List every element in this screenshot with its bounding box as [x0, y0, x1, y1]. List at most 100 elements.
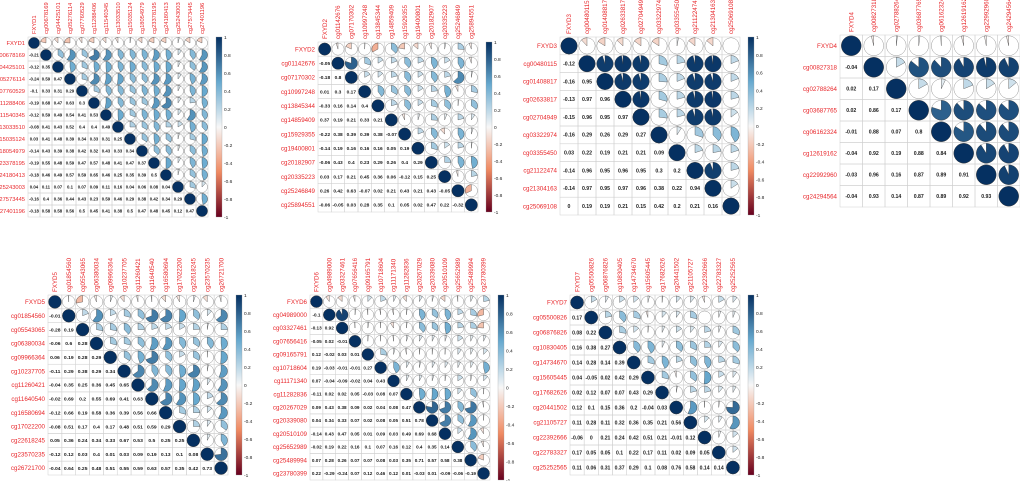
colorbar-tick-p1-9: -0.8 [224, 197, 233, 203]
pie-p1-4-5 [93, 85, 100, 93]
matrix-grid-p6: FXYD6 FXYD6 cg04989000 cg04989000 -0.1 cg0332… [273, 257, 515, 481]
pie-p7-2-7 [676, 325, 682, 333]
coef-p1-7-6: 0.49 [102, 125, 111, 130]
pie-p1-3-4 [81, 73, 88, 81]
pie-p3-2-7 [686, 73, 704, 90]
coef-p7-4-1: 0.28 [586, 360, 596, 366]
pie-p1-10-14 [201, 157, 208, 169]
coef-p6-9-4: 0.02 [363, 418, 372, 423]
col-label-p4-3: cg03687765 [916, 0, 923, 32]
coef-p1-14-12: 0.12 [174, 209, 183, 214]
coef-p7-7-2: 0.15 [600, 405, 610, 411]
coef-p7-4-2: 0.14 [600, 360, 610, 366]
coef-p3-8-5: 0.38 [654, 186, 664, 192]
pie-p1-3-8 [129, 73, 136, 84]
pie-p7-5-6 [661, 370, 669, 380]
col-label-p6-1: cg04989000 [326, 257, 333, 292]
pie-p1-1-10 [152, 49, 160, 61]
coef-p1-10-1: 0.55 [42, 161, 51, 166]
row-label-p3-5: cg03322974 [523, 132, 558, 139]
colorbar-tick-p5-10: -1 [244, 473, 249, 479]
pie-p3-2-4 [632, 73, 650, 90]
pie-p4-6-7 [998, 164, 1019, 185]
pie-p6-9-9 [426, 414, 439, 427]
col-label-p7-4: cg14734670 [631, 257, 638, 292]
row-label-p4-1: cg00827318 [803, 64, 838, 71]
pie-p6-8-9 [426, 401, 439, 414]
pie-p2-7-10 [457, 141, 465, 149]
pie-p1-5-9 [141, 97, 148, 106]
coef-p3-5-3: 0.29 [618, 133, 628, 139]
row-label-p7-7: cg20441502 [533, 405, 568, 412]
pie-p7-3-10 [718, 340, 723, 349]
coef-p3-6-5: 0.09 [654, 151, 664, 157]
coef-p2-5-4: 0.21 [373, 118, 383, 124]
colorbar-tick-p3-3: 0.4 [756, 88, 763, 94]
pie-p1-3-10 [150, 73, 160, 85]
coef-p6-5-3: -0.01 [350, 365, 361, 370]
pie-p6-12-12 [464, 454, 477, 467]
pie-p2-1-8 [431, 56, 438, 70]
pie-p5-3-7 [149, 336, 159, 351]
coef-p4-6-2: 0.16 [891, 173, 901, 179]
colorbar-tick-p3-4: 0.2 [756, 106, 763, 112]
pie-p1-3-12 [177, 73, 182, 80]
coef-p1-6-1: 0.59 [42, 113, 51, 118]
coef-p1-12-7: 0.16 [114, 185, 123, 190]
colorbar-tick-p6-0: 1 [506, 293, 509, 299]
pie-p1-5-10 [151, 97, 160, 109]
coef-p4-7-6: 0.93 [981, 194, 991, 200]
coef-p4-5-1: 0.92 [869, 151, 879, 157]
coef-p5-10-5: 0.67 [119, 438, 129, 444]
pie-p7-1-7 [676, 310, 681, 319]
coef-p1-14-0: -0.18 [29, 209, 39, 214]
row-label-p2-11: cg25894551 [281, 202, 316, 209]
cell-p5-12-12 [213, 460, 229, 476]
coef-p1-2-0: -0.12 [29, 65, 39, 70]
coef-p2-6-1: 0.38 [333, 132, 343, 138]
pie-p5-6-10 [191, 378, 200, 392]
row-label-p5-0: FXYD5 [25, 299, 46, 306]
coef-p6-9-7: 0.51 [402, 418, 411, 423]
coef-p5-12-0: -0.04 [49, 466, 61, 472]
coef-p2-11-6: 0.05 [400, 203, 410, 209]
pie-p7-1-3 [619, 310, 627, 323]
coef-p2-9-8: 0.25 [427, 174, 437, 180]
pie-p1-8-12 [177, 133, 180, 140]
coef-p3-6-2: 0.19 [600, 151, 610, 157]
pie-p1-7-9 [141, 121, 148, 130]
pie-p7-2-10 [718, 325, 721, 333]
pie-p1-3-9 [141, 73, 148, 84]
pie-p2-5-7 [417, 113, 421, 120]
pie-p1-7-7 [112, 121, 124, 133]
pie-p7-4-6 [661, 355, 669, 369]
pie-p3-3-6 [676, 90, 686, 100]
coef-p6-10-3: 0.05 [350, 431, 359, 436]
coef-p6-13-4: 0.12 [363, 471, 372, 476]
coef-p7-10-3: 0.1 [616, 450, 623, 456]
corr-panel-fxyd7: FXYD7 FXYD7 cg05500826 cg05500826 0.17 cg0687… [510, 245, 765, 481]
coef-p2-9-0: 0.03 [320, 174, 330, 180]
coef-p1-12-3: 0.1 [67, 185, 74, 190]
pie-p2-0-0 [318, 42, 332, 56]
pie-p1-0-0 [28, 37, 40, 49]
row-label-p4-4: cg06162324 [803, 129, 838, 136]
coef-p1-14-1: 0.58 [42, 209, 51, 214]
pie-p2-3-9 [444, 85, 451, 98]
coef-p1-6-0: -0.12 [29, 113, 39, 118]
pie-p5-3-10 [193, 336, 200, 348]
coef-p2-8-3: 0.23 [360, 160, 370, 166]
coef-p6-13-12: -0.19 [465, 471, 476, 476]
pie-p5-5-5 [117, 364, 131, 378]
pie-p3-8-9 [730, 179, 739, 189]
coef-p1-14-6: 0.41 [102, 209, 111, 214]
coef-p5-6-5: 0.65 [119, 383, 129, 389]
colorbar-tick-p3-1: 0.8 [756, 53, 763, 59]
pie-p5-0-2 [76, 295, 83, 304]
coef-p1-11-8: 0.35 [126, 173, 135, 178]
corr-panel-fxyd4: FXYD4 FXYD4 cg00827318 cg00827318 -0.04 cg027… [770, 0, 1020, 225]
coef-p2-7-2: 0.16 [347, 146, 357, 152]
coef-p6-11-4: 0.1 [365, 445, 372, 450]
pie-p2-7-9 [444, 141, 450, 149]
colorbar-tick-p2-4: 0.2 [494, 108, 501, 114]
